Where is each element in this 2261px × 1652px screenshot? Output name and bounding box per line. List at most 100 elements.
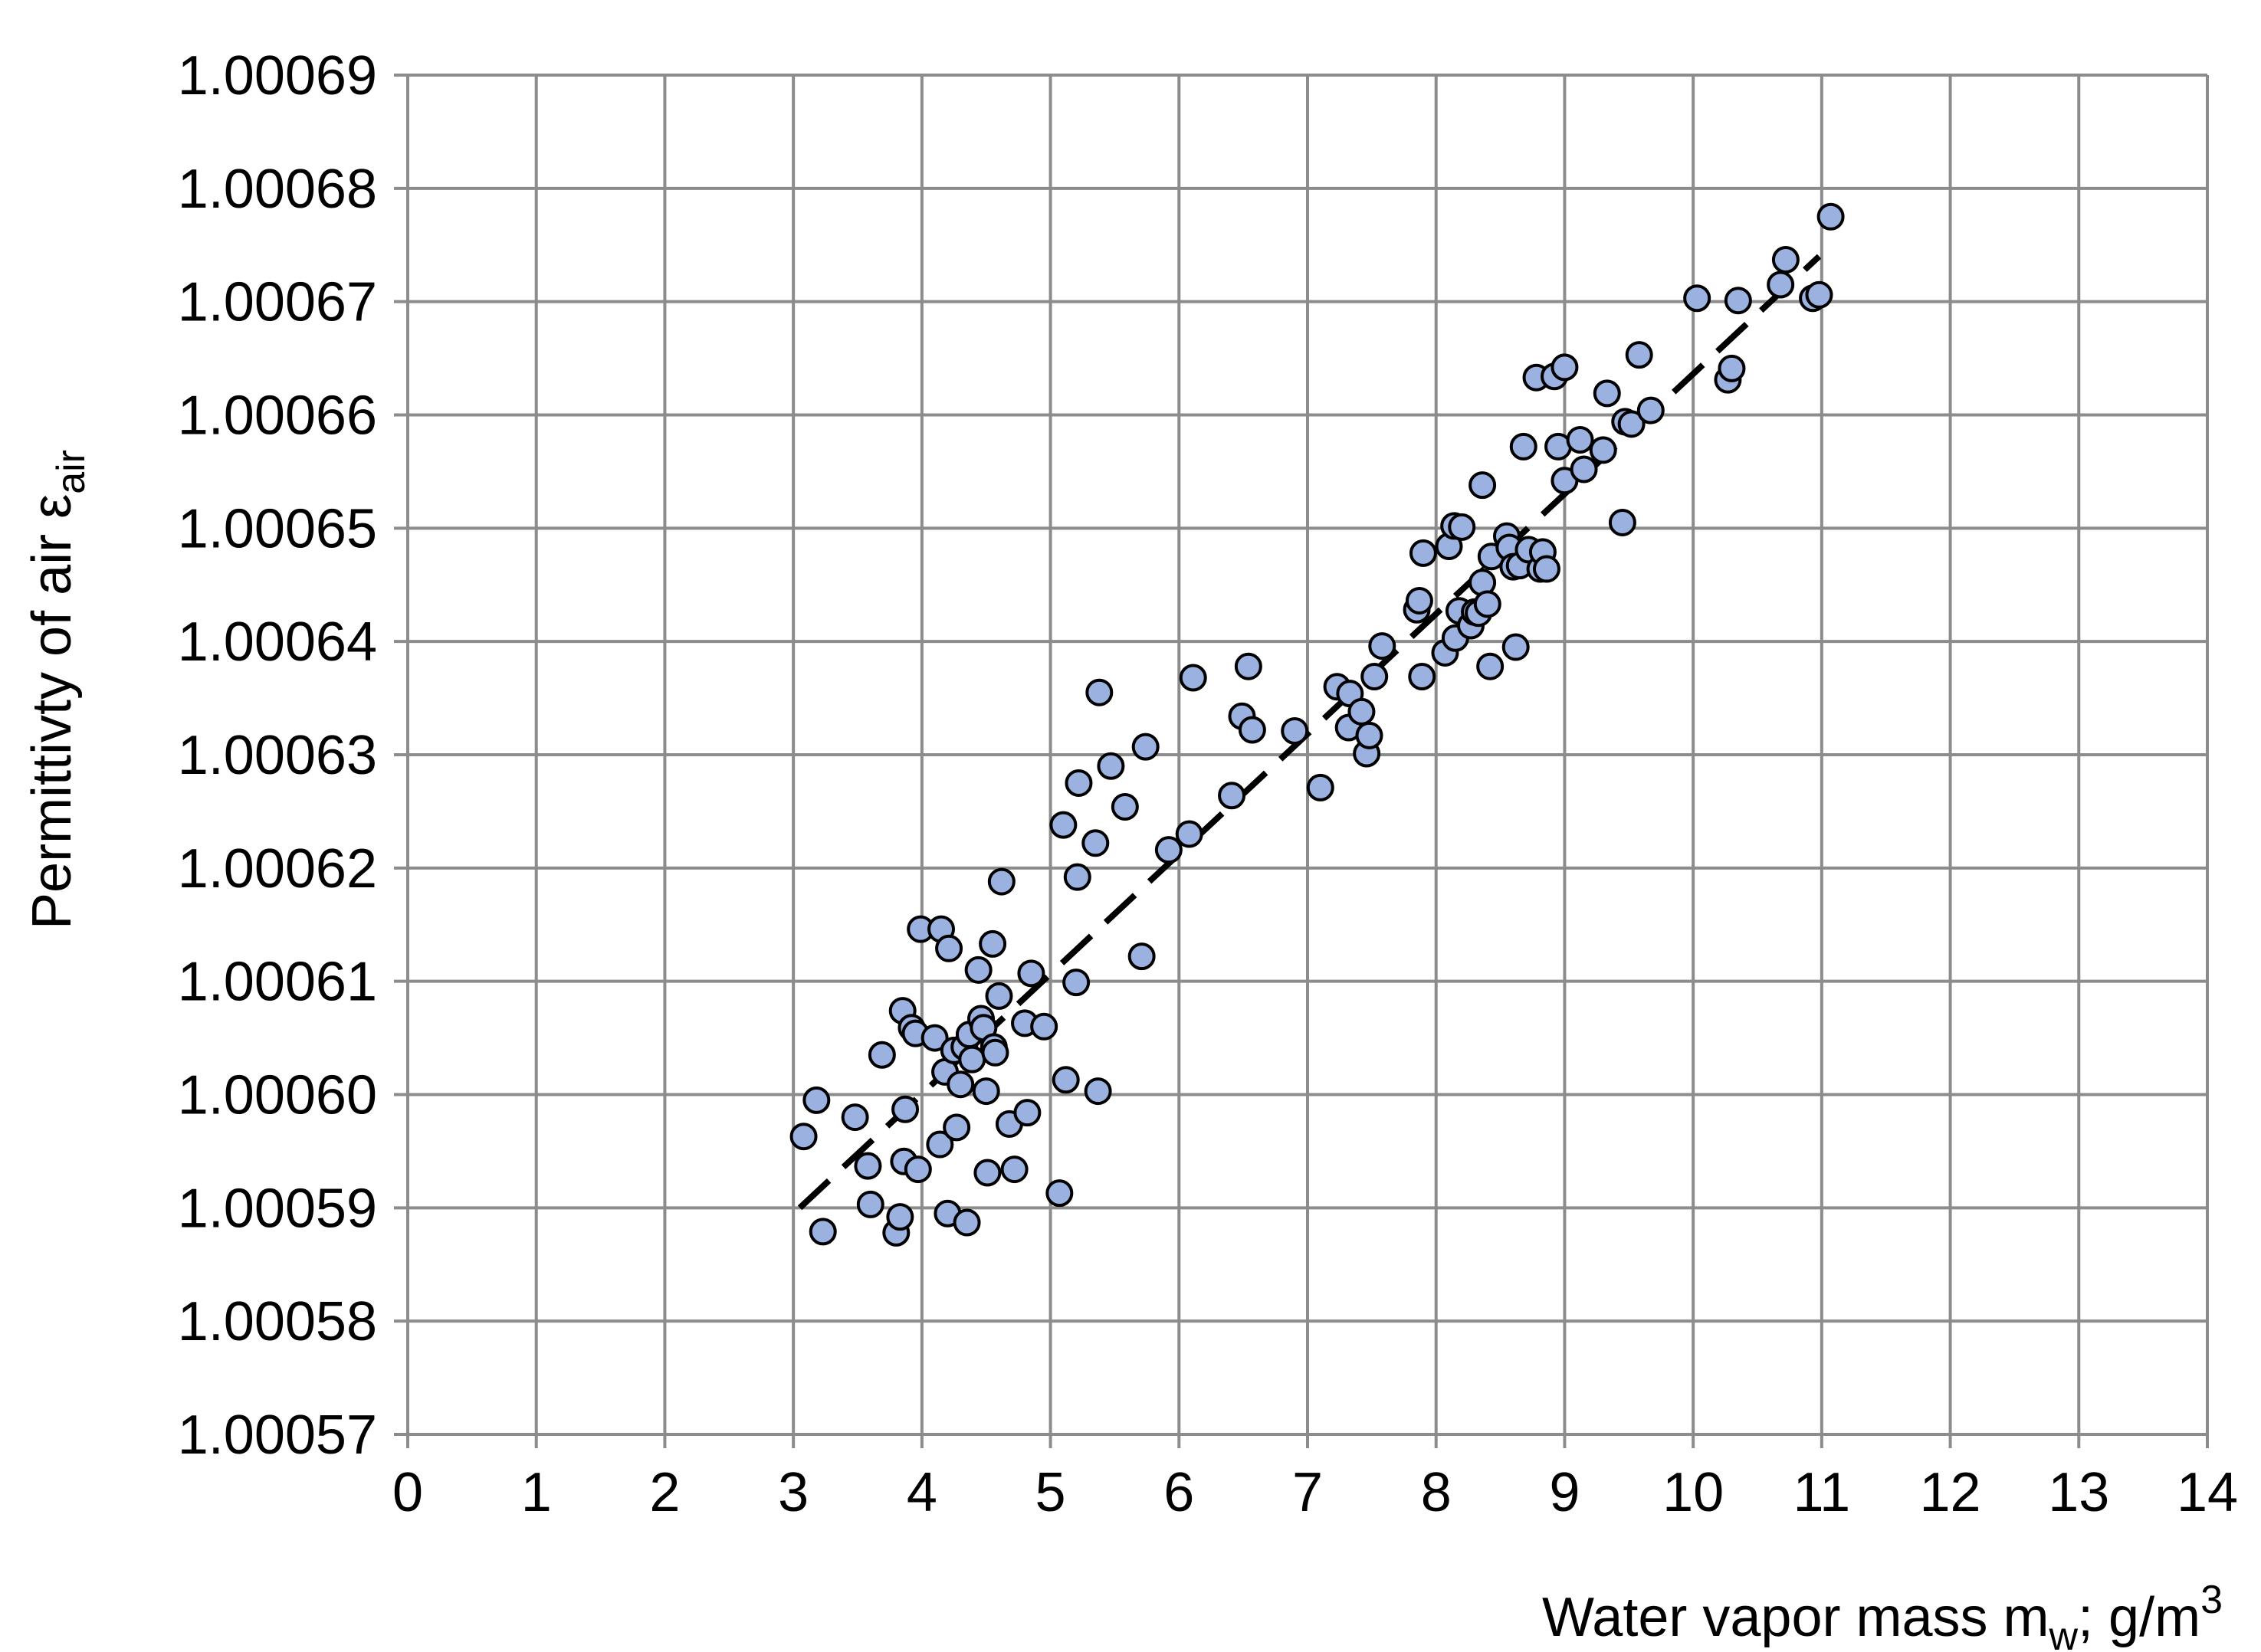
data-point — [856, 1190, 884, 1218]
x-tick-label: 13 — [2048, 1462, 2109, 1523]
y-tick-label: 1.00069 — [178, 45, 377, 107]
data-point — [1111, 793, 1139, 821]
data-point — [841, 1103, 869, 1132]
data-point — [1045, 1179, 1074, 1208]
x-tick-label: 12 — [1920, 1462, 1981, 1523]
data-point — [1448, 513, 1476, 541]
data-point — [1347, 697, 1376, 726]
x-tick-label: 8 — [1421, 1462, 1452, 1523]
axes — [394, 74, 2209, 1448]
data-point — [1355, 721, 1383, 749]
data-point — [789, 1123, 818, 1151]
y-tick-label: 1.00057 — [178, 1405, 377, 1466]
x-tick-label: 4 — [907, 1462, 937, 1523]
data-point — [854, 1152, 882, 1180]
data-point — [1000, 1155, 1029, 1184]
data-point — [1771, 245, 1800, 274]
data-point — [1593, 379, 1621, 408]
data-point — [1409, 539, 1437, 567]
data-point — [1501, 633, 1530, 661]
data-point — [1097, 752, 1125, 780]
data-point — [802, 1086, 831, 1114]
data-point — [1065, 769, 1093, 797]
data-point — [1368, 632, 1396, 660]
data-point — [1608, 508, 1636, 536]
data-point — [1131, 733, 1160, 761]
x-tick-labels: 0 1 2 3 4 5 6 7 8 9 10 11 12 13 14 — [392, 1462, 2238, 1523]
x-tick-label: 0 — [392, 1462, 423, 1523]
data-point — [920, 1024, 949, 1052]
data-point — [987, 867, 1016, 896]
data-point — [1617, 410, 1646, 438]
data-point — [1017, 959, 1045, 988]
data-point — [1589, 436, 1617, 464]
data-point — [1724, 287, 1752, 315]
y-tick-label: 1.00062 — [178, 838, 377, 900]
data-point — [964, 955, 993, 984]
data-point — [1625, 341, 1653, 369]
data-point — [1805, 280, 1833, 309]
x-tick-label: 2 — [649, 1462, 680, 1523]
y-tick-label: 1.00061 — [178, 952, 377, 1013]
y-tick-label: 1.00060 — [178, 1065, 377, 1126]
grid-lines — [406, 74, 2209, 1436]
x-tick-label: 10 — [1662, 1462, 1724, 1523]
x-tick-label: 14 — [2177, 1462, 2238, 1523]
data-point — [1049, 811, 1078, 839]
data-point — [1718, 354, 1746, 382]
data-point — [1473, 590, 1501, 618]
y-tick-labels: 1.00057 1.00058 1.00059 1.00060 1.00061 1.000… — [178, 45, 377, 1466]
data-point — [1013, 1099, 1042, 1127]
data-point — [926, 1130, 954, 1159]
data-point — [1816, 202, 1845, 231]
data-point — [1566, 426, 1594, 454]
data-point — [1306, 773, 1334, 801]
x-tick-label: 6 — [1163, 1462, 1194, 1523]
data-point — [981, 1038, 1009, 1067]
data-point — [904, 1155, 932, 1184]
y-tick-label: 1.00059 — [178, 1178, 377, 1239]
data-point — [1636, 396, 1665, 424]
data-points — [789, 202, 1845, 1247]
data-point — [1081, 829, 1110, 857]
y-tick-label: 1.00063 — [178, 725, 377, 786]
y-axis-title: Permittivty of air εair — [21, 450, 94, 929]
data-point — [1175, 820, 1203, 848]
data-point — [1360, 662, 1389, 690]
y-tick-label: 1.00064 — [178, 611, 377, 673]
data-point — [1238, 716, 1266, 744]
data-point — [935, 934, 963, 962]
data-point — [1476, 652, 1505, 680]
x-tick-label: 5 — [1035, 1462, 1066, 1523]
data-point — [1052, 1066, 1080, 1094]
x-tick-label: 9 — [1549, 1462, 1580, 1523]
data-point — [1085, 678, 1114, 706]
data-point — [1154, 836, 1183, 864]
data-point — [972, 1077, 1000, 1106]
data-point — [1062, 969, 1091, 997]
x-tick-label: 7 — [1292, 1462, 1323, 1523]
data-point — [1084, 1077, 1112, 1106]
data-point — [1532, 555, 1560, 583]
x-tick-label: 1 — [521, 1462, 552, 1523]
data-point — [1767, 270, 1795, 299]
data-point — [985, 982, 1013, 1010]
data-point — [891, 1095, 920, 1123]
data-point — [1063, 863, 1091, 891]
data-point — [1509, 432, 1537, 461]
y-tick-label: 1.00068 — [178, 159, 377, 220]
y-tick-label: 1.00058 — [178, 1291, 377, 1352]
data-point — [1551, 353, 1579, 382]
y-tick-label: 1.00066 — [178, 385, 377, 447]
y-tick-label: 1.00067 — [178, 272, 377, 333]
data-point — [809, 1218, 837, 1246]
data-point — [958, 1045, 986, 1073]
x-tick-label: 11 — [1793, 1462, 1850, 1523]
data-point — [1683, 284, 1711, 313]
x-axis-title: Water vapor mass mw; g/m3 — [1542, 1578, 2223, 1652]
data-point — [943, 1113, 971, 1142]
data-point — [953, 1208, 981, 1237]
data-point — [1218, 782, 1246, 810]
data-point — [1234, 652, 1262, 680]
